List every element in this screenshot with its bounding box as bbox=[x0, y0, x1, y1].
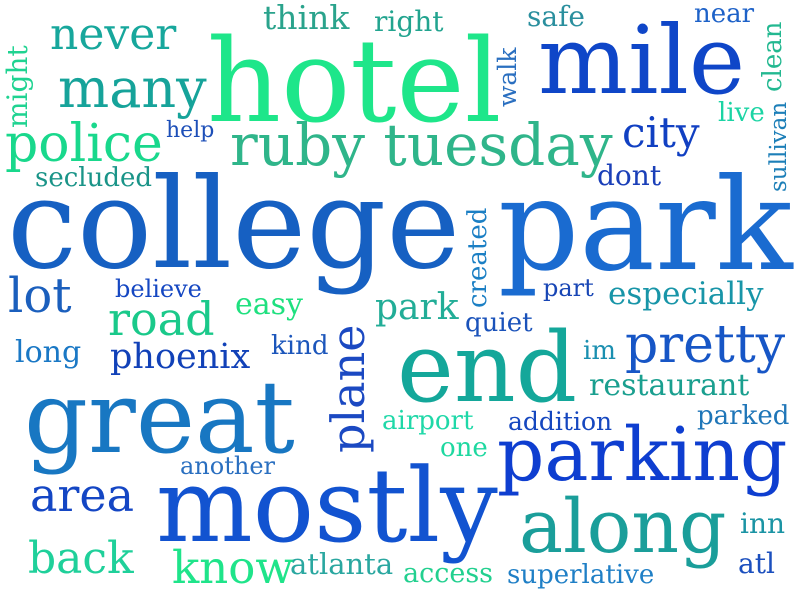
word-part: part bbox=[543, 274, 594, 302]
word-road: road bbox=[108, 292, 215, 346]
word-mile: mile bbox=[538, 6, 746, 116]
word-secluded: secluded bbox=[35, 163, 153, 193]
word-think: think bbox=[263, 0, 350, 37]
word-live: live bbox=[718, 98, 765, 128]
word-city: city bbox=[622, 108, 700, 157]
word-access: access bbox=[403, 558, 494, 589]
word-area: area bbox=[30, 468, 135, 522]
word-along: along bbox=[519, 484, 727, 570]
word-easy: easy bbox=[235, 287, 303, 322]
word-atl: atl bbox=[738, 547, 775, 580]
word-plane: plane bbox=[321, 324, 375, 453]
word-might: might bbox=[1, 45, 34, 128]
word-sullivan: sullivan bbox=[766, 101, 792, 192]
word-police: police bbox=[5, 114, 163, 174]
word-believe: believe bbox=[115, 275, 202, 303]
word-phoenix: phoenix bbox=[110, 337, 251, 377]
word-created: created bbox=[463, 207, 493, 308]
word-addition: addition bbox=[508, 407, 613, 436]
word-parking: parking bbox=[497, 412, 788, 498]
word-inn: inn bbox=[740, 507, 786, 540]
word-park-large: park bbox=[498, 151, 793, 299]
word-mostly: mostly bbox=[156, 447, 498, 566]
word-restaurant: restaurant bbox=[589, 368, 750, 403]
word-pretty: pretty bbox=[625, 315, 786, 375]
word-im: im bbox=[583, 336, 616, 366]
word-know: know bbox=[172, 541, 294, 594]
word-quiet: quiet bbox=[465, 308, 533, 338]
word-one: one bbox=[440, 433, 488, 463]
word-another: another bbox=[180, 452, 275, 480]
word-dont: dont bbox=[597, 159, 662, 192]
word-near: near bbox=[694, 0, 755, 29]
word-ruby-tuesday: ruby tuesday bbox=[230, 111, 613, 179]
word-never: never bbox=[50, 9, 177, 60]
word-help: help bbox=[166, 118, 215, 143]
word-college: college bbox=[7, 152, 461, 297]
word-parked: parked bbox=[697, 401, 790, 431]
word-back: back bbox=[28, 533, 134, 584]
word-atlanta: atlanta bbox=[290, 547, 394, 581]
word-lot: lot bbox=[8, 268, 72, 324]
word-safe: safe bbox=[527, 0, 585, 33]
word-kind: kind bbox=[271, 331, 329, 361]
word-especially: especially bbox=[608, 276, 764, 312]
word-park-small: park bbox=[375, 287, 459, 328]
word-long: long bbox=[15, 335, 82, 370]
word-many: many bbox=[58, 57, 207, 120]
word-right: right bbox=[374, 5, 444, 38]
word-walk: walk bbox=[493, 47, 522, 107]
word-hotel: hotel bbox=[207, 15, 502, 149]
word-great: great bbox=[24, 359, 295, 476]
word-airport: airport bbox=[382, 406, 474, 436]
word-end: end bbox=[397, 312, 578, 424]
word-superlative: superlative bbox=[507, 560, 655, 590]
word-clean: clean bbox=[758, 21, 788, 92]
